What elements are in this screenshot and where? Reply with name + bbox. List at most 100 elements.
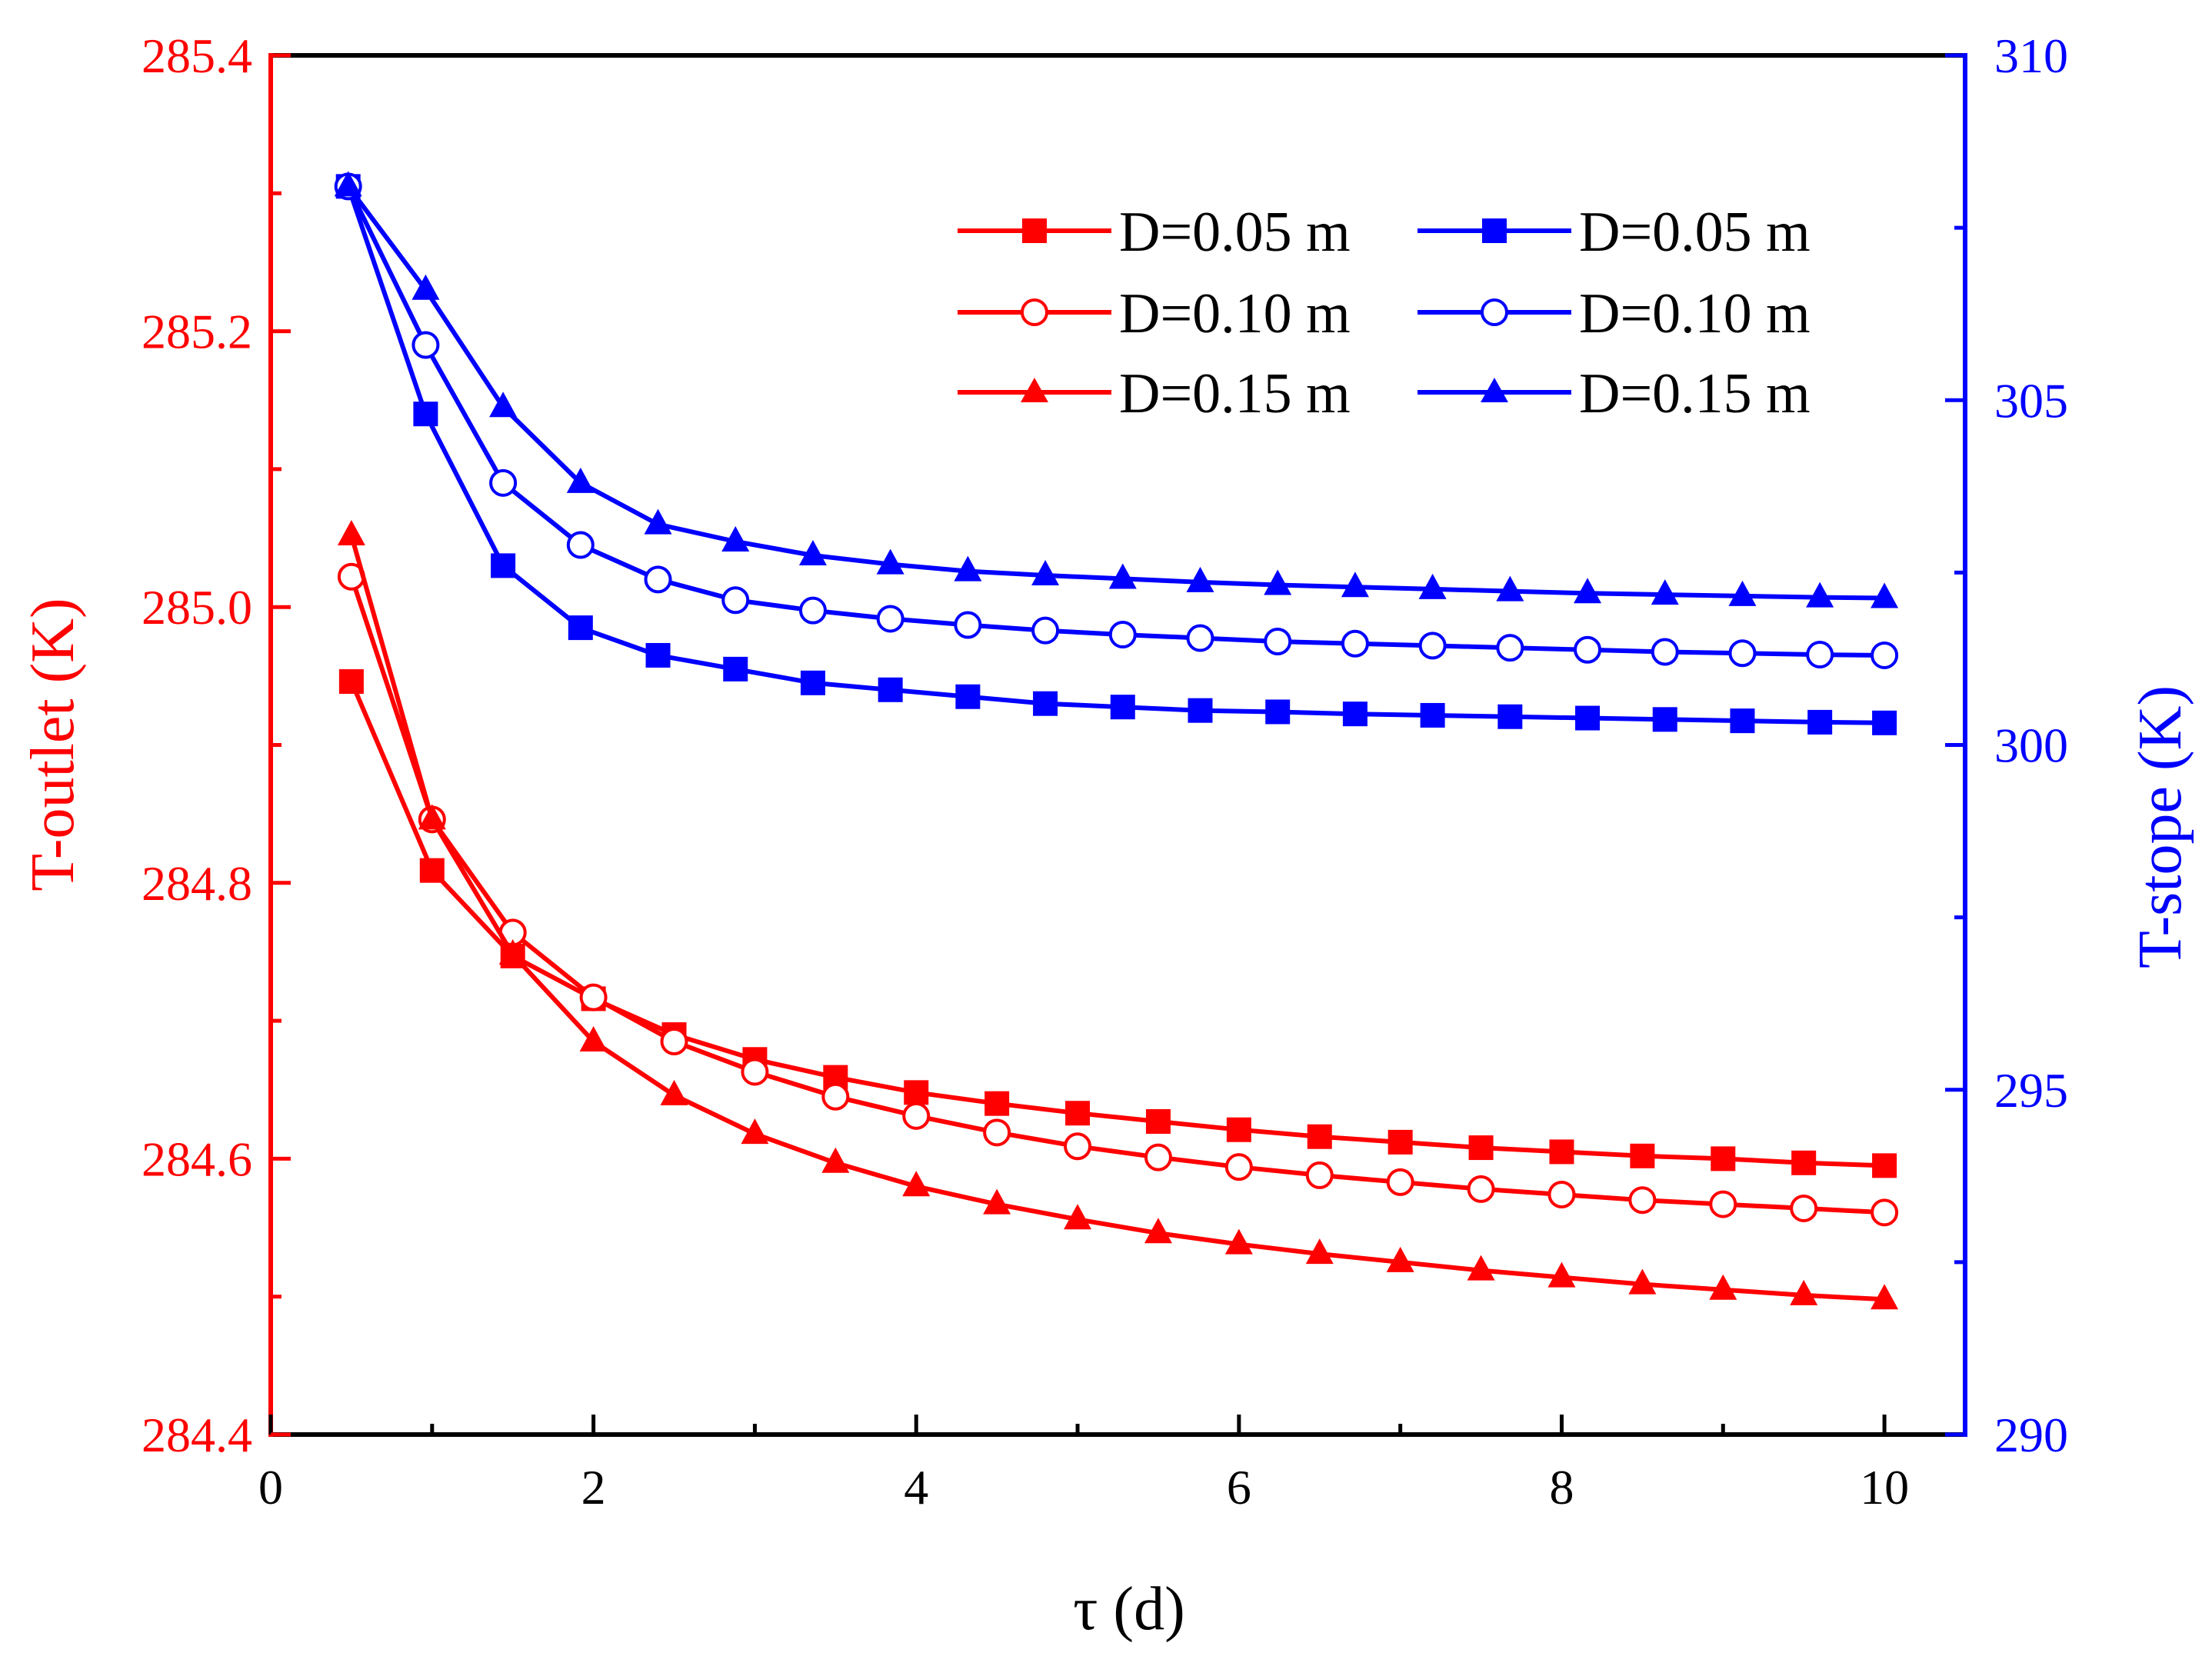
- x-tick-label: 0: [258, 1460, 283, 1515]
- data-point-square: [904, 1080, 929, 1105]
- right-tick-label: 305: [1994, 373, 2068, 428]
- data-point-circle: [741, 1058, 769, 1086]
- data-point-circle: [954, 611, 982, 639]
- legend-label-red-2: D=0.10 m: [1119, 282, 1351, 345]
- data-point-triangle: [1496, 575, 1524, 602]
- data-point-square: [338, 669, 364, 695]
- legend-label-blue-3: D=0.15 m: [1579, 362, 1811, 425]
- data-point-triangle: [876, 548, 904, 575]
- x-axis-ticks: 0 2 4 6 8 10: [258, 1415, 1909, 1515]
- data-point-circle: [1418, 632, 1447, 660]
- data-point-circle: [1709, 1190, 1737, 1218]
- data-point-square: [723, 656, 748, 682]
- right-tick-label: 290: [1994, 1408, 2068, 1462]
- left-tick-label: 284.4: [142, 1408, 252, 1462]
- data-point-circle: [1186, 624, 1214, 652]
- data-point-triangle: [798, 539, 827, 565]
- data-point-square: [984, 1091, 1010, 1116]
- legend-label-blue-1: D=0.05 m: [1579, 201, 1811, 264]
- left-axis-ticks: 284.4 284.6 284.8 285.0 285.2 285.4: [142, 28, 291, 1462]
- data-point-square: [1307, 1124, 1332, 1149]
- data-point-triangle: [1728, 580, 1757, 606]
- data-point-circle: [1064, 1132, 1092, 1161]
- data-point-square: [1226, 1117, 1251, 1142]
- data-point-triangle: [1341, 572, 1369, 598]
- data-point-circle: [1224, 1153, 1253, 1181]
- data-point-triangle: [566, 467, 595, 493]
- data-point-triangle: [902, 1171, 931, 1197]
- data-point-circle: [1031, 616, 1060, 645]
- data-point-square: [800, 670, 825, 695]
- data-point-circle: [876, 605, 904, 633]
- data-point-triangle: [337, 519, 365, 545]
- data-point-triangle: [1224, 1228, 1253, 1255]
- data-point-circle: [579, 983, 608, 1011]
- right-axis-title: T-stope (K): [2127, 685, 2194, 968]
- data-point-square: [1420, 702, 1445, 728]
- data-point-square: [878, 677, 903, 702]
- data-point-circle: [411, 331, 440, 359]
- data-point-triangle: [1144, 1218, 1172, 1244]
- data-point-circle: [1574, 635, 1602, 664]
- data-point-circle: [798, 596, 827, 625]
- data-point-triangle: [660, 1079, 688, 1105]
- data-point-square: [413, 402, 438, 427]
- data-point-triangle: [721, 526, 750, 552]
- left-tick-label: 284.6: [142, 1131, 252, 1186]
- data-point-square: [645, 642, 671, 668]
- data-point-circle: [1790, 1194, 1818, 1222]
- data-point-square: [1033, 691, 1058, 716]
- data-point-square: [1575, 705, 1601, 731]
- right-tick-label: 310: [1994, 28, 2068, 83]
- data-point-circle: [1628, 1186, 1657, 1215]
- series-left-square: [338, 669, 1897, 1178]
- data-point-triangle: [1467, 1255, 1495, 1281]
- legend: D=0.05 m D=0.10 m D=0.15 m D=0.05 m D=0.…: [958, 201, 1811, 425]
- series-right-circle: [334, 172, 1899, 669]
- series-line: [349, 535, 1885, 1302]
- data-point-circle: [983, 1118, 1011, 1147]
- data-point-square: [1188, 698, 1213, 723]
- legend-marker-circle-red: [1021, 298, 1048, 326]
- data-point-circle: [489, 468, 518, 497]
- left-axis-title: T-outlet (K): [19, 598, 87, 891]
- legend-marker-triangle-blue: [1481, 378, 1508, 402]
- data-point-circle: [721, 586, 750, 615]
- x-tick-label: 8: [1549, 1460, 1574, 1515]
- data-point-triangle: [1790, 1279, 1818, 1305]
- data-point-triangle: [579, 1025, 608, 1051]
- data-point-triangle: [489, 392, 518, 418]
- data-point-circle: [821, 1082, 850, 1111]
- data-point-square: [1065, 1101, 1091, 1126]
- data-point-circle: [1651, 638, 1679, 666]
- data-point-circle: [1547, 1181, 1576, 1209]
- data-point-triangle: [1806, 582, 1834, 608]
- data-point-circle: [660, 1027, 688, 1055]
- data-point-square: [1872, 710, 1897, 735]
- data-point-square: [1652, 707, 1677, 732]
- left-tick-label: 285.2: [142, 305, 252, 359]
- data-point-circle: [1871, 1198, 1899, 1227]
- data-point-triangle: [644, 508, 672, 535]
- legend-marker-circle-blue: [1481, 298, 1508, 326]
- left-tick-label: 285.4: [142, 28, 252, 83]
- legend-label-red-3: D=0.15 m: [1119, 362, 1351, 425]
- series-left-circle: [337, 562, 1899, 1227]
- data-point-square: [1342, 702, 1368, 727]
- data-point-circle: [1144, 1143, 1172, 1171]
- data-point-square: [1110, 695, 1135, 720]
- data-point-circle: [1305, 1161, 1334, 1189]
- plot-area: [334, 171, 1899, 1310]
- data-point-triangle: [1386, 1246, 1414, 1272]
- data-point-square: [955, 684, 981, 709]
- data-point-square: [1387, 1129, 1413, 1155]
- data-point-triangle: [1651, 579, 1679, 605]
- data-point-square: [1630, 1143, 1655, 1168]
- left-tick-label: 285.0: [142, 580, 252, 635]
- data-point-circle: [644, 565, 672, 594]
- left-tick-label: 284.8: [142, 856, 252, 911]
- data-point-triangle: [1186, 566, 1214, 592]
- data-point-circle: [902, 1101, 931, 1130]
- data-point-triangle: [1418, 573, 1447, 599]
